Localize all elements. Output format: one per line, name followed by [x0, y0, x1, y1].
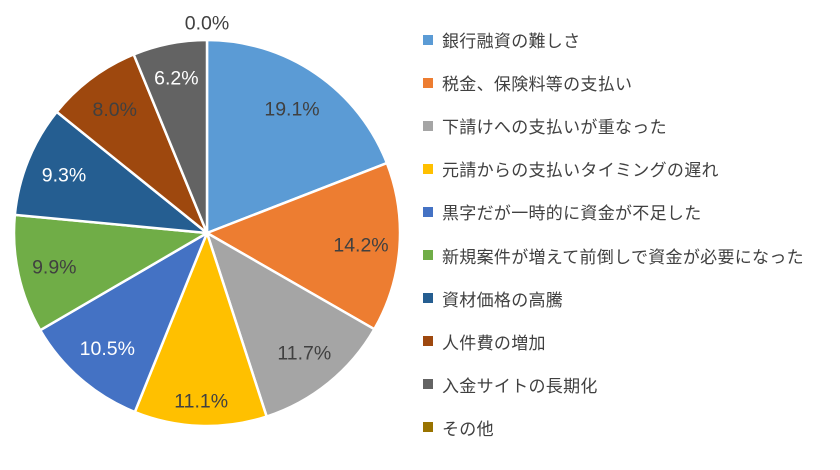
legend-label: その他 — [442, 419, 494, 439]
legend-item: 人件費の増加 — [423, 320, 804, 363]
legend-label: 資材価格の高騰 — [442, 290, 564, 310]
data-label: 11.7% — [277, 343, 331, 365]
legend-swatch-icon — [423, 206, 433, 217]
pie-chart: 19.1% 14.2% 11.7% 11.1% 10.5% 9.9% 9.3% 8.0% 6.2… — [12, 12, 402, 428]
legend-swatch-icon — [423, 77, 433, 88]
data-label: 19.1% — [264, 99, 319, 121]
legend-item: 元請からの支払いタイミングの遅れ — [423, 147, 804, 190]
pie-slice — [133, 231, 268, 428]
legend-swatch-icon — [423, 34, 433, 45]
legend-item: その他 — [423, 406, 804, 449]
legend-item: 資材価格の高騰 — [423, 277, 804, 320]
chart-legend: 銀行融資の難しさ税金、保険料等の支払い下請けへの支払いが重なった元請からの支払い… — [423, 18, 804, 449]
legend-label: 元請からの支払いタイミングの遅れ — [442, 161, 719, 181]
legend-item: 入金サイトの長期化 — [423, 363, 804, 406]
legend-swatch-icon — [423, 293, 433, 304]
legend-swatch-icon — [423, 120, 433, 131]
legend-label: 入金サイトの長期化 — [442, 376, 598, 396]
data-label: 8.0% — [92, 99, 136, 121]
legend-swatch-icon — [423, 250, 433, 261]
legend-swatch-icon — [423, 422, 433, 433]
legend-swatch-icon — [423, 163, 433, 174]
legend-item: 税金、保険料等の支払い — [423, 61, 804, 104]
legend-item: 下請けへの支払いが重なった — [423, 104, 804, 147]
legend-item: 新規案件が増えて前倒しで資金が必要になった — [423, 233, 804, 276]
data-label: 10.5% — [80, 338, 135, 360]
legend-label: 人件費の増加 — [442, 333, 546, 353]
legend-label: 黒字だが一時的に資金が不足した — [442, 204, 702, 224]
pie-slice — [205, 38, 389, 235]
legend-item: 銀行融資の難しさ — [423, 18, 804, 61]
data-label: 6.2% — [154, 68, 198, 90]
legend-label: 税金、保険料等の支払い — [442, 75, 633, 95]
data-label: 9.9% — [32, 256, 76, 278]
pie-slice — [12, 213, 209, 332]
pie-slice — [132, 38, 209, 235]
legend-label: 銀行融資の難しさ — [442, 32, 581, 52]
data-label: 9.3% — [42, 165, 86, 187]
legend-swatch-icon — [423, 379, 433, 390]
legend-swatch-icon — [423, 336, 433, 347]
pie-slice — [13, 110, 209, 235]
legend-item: 黒字だが一時的に資金が不足した — [423, 190, 804, 233]
data-label: 11.1% — [174, 391, 228, 413]
data-label: 0.0% — [185, 12, 229, 34]
pie-slice — [55, 53, 209, 235]
pie-slice — [205, 161, 402, 331]
pie-slice — [39, 231, 209, 414]
data-label: 14.2% — [333, 234, 388, 256]
legend-label: 下請けへの支払いが重なった — [442, 118, 667, 138]
legend-label: 新規案件が増えて前倒しで資金が必要になった — [442, 247, 804, 267]
pie-slice — [205, 231, 376, 418]
